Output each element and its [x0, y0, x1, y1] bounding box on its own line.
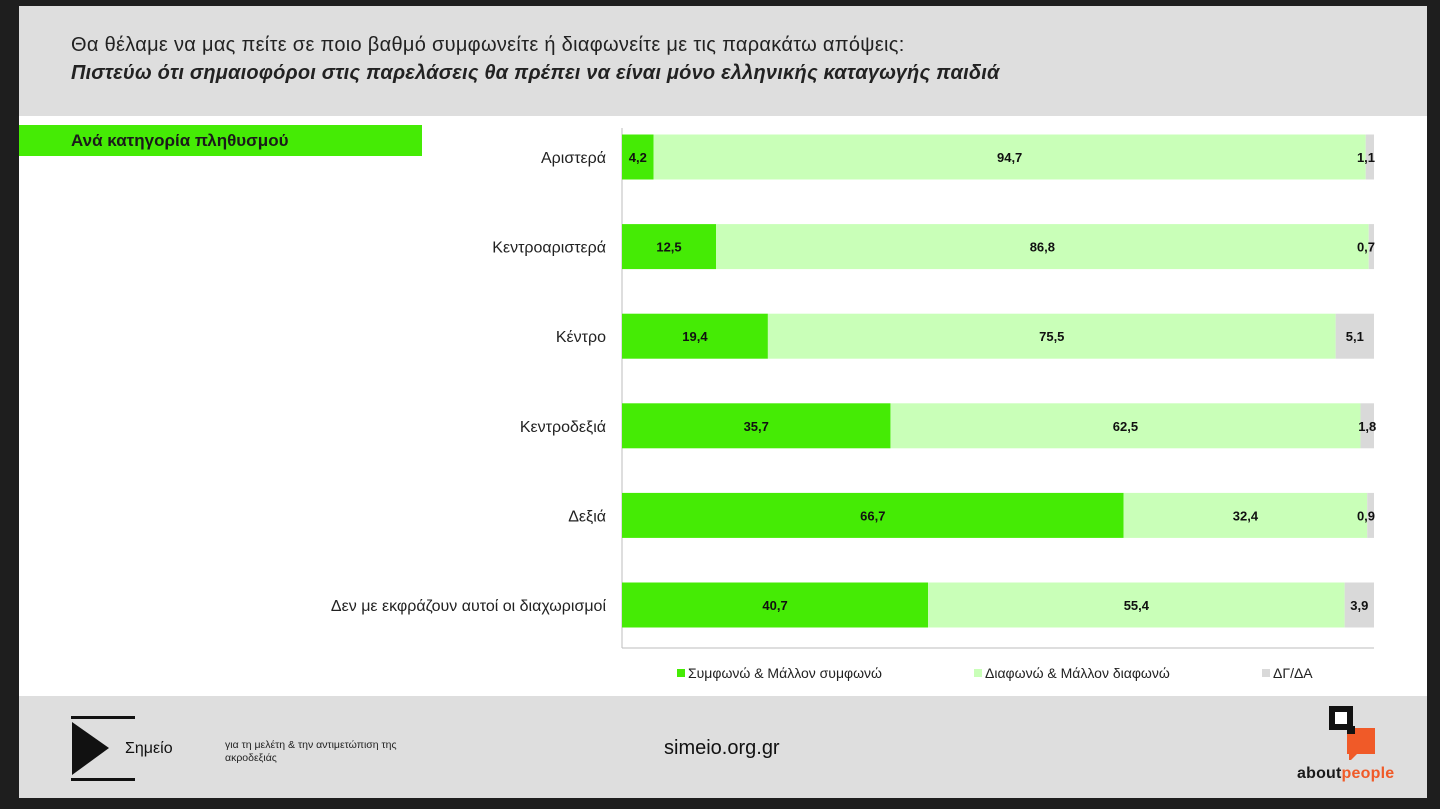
aboutpeople-logo-icon	[1329, 706, 1375, 760]
bar-segment-1	[622, 313, 768, 359]
bar-segment-1	[622, 134, 654, 180]
bar-segment-1	[622, 224, 716, 270]
data-label: 35,7	[744, 419, 769, 434]
category-label: Κέντρο	[556, 329, 606, 346]
bar-segment-3	[1344, 582, 1374, 628]
bar-segment-2	[928, 582, 1345, 628]
bar-segment-2	[653, 134, 1366, 180]
data-label: 12,5	[656, 240, 681, 255]
data-label: 0,7	[1357, 240, 1375, 255]
data-label: 66,7	[860, 508, 885, 523]
ap-people: people	[1341, 765, 1395, 782]
bar-segment-2	[1123, 492, 1368, 538]
data-label: 0,9	[1357, 508, 1375, 523]
data-label: 94,7	[997, 150, 1022, 165]
legend-swatch	[974, 669, 982, 677]
footer: Σημείο για τη μελέτη & την αντιμετώπιση …	[19, 696, 1427, 798]
data-label: 3,9	[1350, 598, 1368, 613]
bar-segment-3	[1365, 134, 1374, 180]
legend-label: ΔΓ/ΔΑ	[1273, 665, 1313, 681]
category-label: Αριστερά	[541, 150, 606, 167]
statement-title: Πιστεύω ότι σημαιοφόροι στις παρελάσεις …	[71, 62, 1000, 84]
simeio-name: Σημείο	[125, 740, 173, 757]
header: Θα θέλαμε να μας πείτε σε ποιο βαθμό συμ…	[19, 6, 1427, 116]
category-label: Δεξιά	[568, 508, 606, 525]
category-label: Δεν με εκφράζουν αυτοί οι διαχωρισμοί	[331, 598, 607, 615]
bar-segment-2	[716, 224, 1369, 270]
question-title: Θα θέλαμε να μας πείτε σε ποιο βαθμό συμ…	[71, 34, 905, 56]
data-label: 55,4	[1124, 598, 1150, 613]
legend-label: Διαφωνώ & Μάλλον διαφωνώ	[985, 665, 1170, 681]
bar-segment-2	[890, 403, 1361, 449]
data-label: 19,4	[682, 329, 708, 344]
bar-segment-3	[1367, 492, 1374, 538]
bar-segment-1	[622, 582, 929, 628]
legend-swatch	[677, 669, 685, 677]
simeio-logo-icon	[71, 716, 135, 781]
bar-segment-2	[767, 313, 1336, 359]
data-label: 75,5	[1039, 329, 1064, 344]
simeio-tagline: για τη μελέτη & την αντιμετώπιση της ακρ…	[225, 739, 397, 764]
ap-about: about	[1297, 765, 1342, 782]
category-label: Ανά κατηγορία πληθυσμού	[71, 131, 289, 150]
data-label: 1,1	[1357, 150, 1375, 165]
category-label: Κεντροδεξιά	[520, 419, 606, 436]
bar-segment-3	[1360, 403, 1374, 449]
data-label: 62,5	[1113, 419, 1138, 434]
aboutpeople-wordmark: aboutpeople	[1297, 765, 1394, 783]
category-label: Κεντροαριστερά	[492, 240, 606, 257]
stacked-bar-chart: Αριστερά 4,2 94,7 1,1 Κεντροαριστερά 12,5 86,8…	[331, 128, 1376, 681]
data-label: 1,8	[1358, 419, 1376, 434]
bar-segment-3	[1368, 224, 1374, 270]
category-tag: Ανά κατηγορία πληθυσμού	[19, 125, 422, 156]
legend-swatch	[1262, 669, 1270, 677]
slide: Θα θέλαμε να μας πείτε σε ποιο βαθμό συμ…	[19, 6, 1427, 798]
bar-segment-3	[1335, 313, 1374, 359]
data-label: 40,7	[762, 598, 787, 613]
legend-label: Συμφωνώ & Μάλλον συμφωνώ	[688, 665, 882, 681]
website-link[interactable]: simeio.org.gr	[664, 737, 780, 759]
bar-segment-1	[622, 492, 1124, 538]
bar-segment-1	[622, 403, 891, 449]
data-label: 32,4	[1233, 508, 1259, 523]
data-label: 5,1	[1346, 329, 1364, 344]
data-label: 86,8	[1030, 240, 1055, 255]
data-label: 4,2	[629, 150, 647, 165]
